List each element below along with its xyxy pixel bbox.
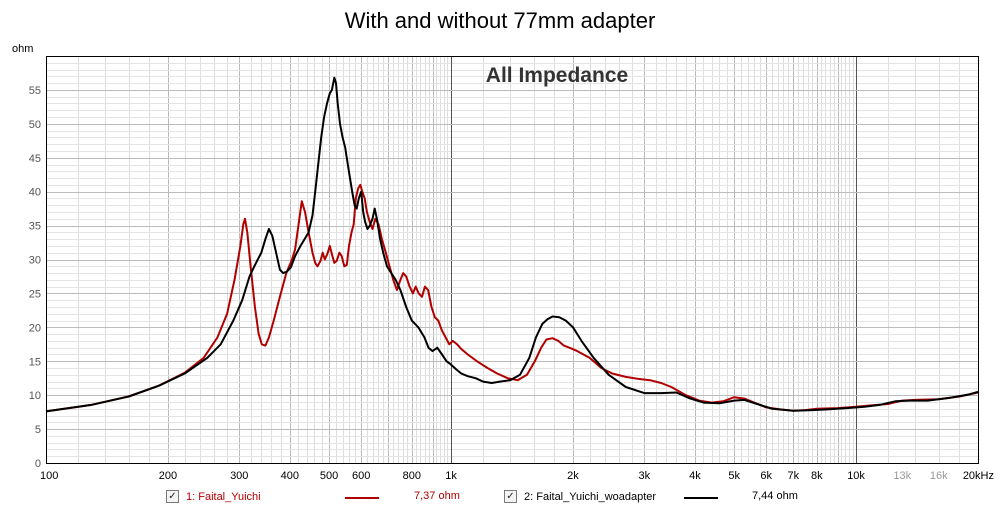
x-tick-label: 20kHz (963, 470, 994, 482)
grid-major (46, 56, 978, 463)
x-tick-label: 300 (230, 470, 248, 482)
grid-minor (46, 56, 978, 463)
y-tick-label: 25 (29, 288, 41, 300)
x-tick-label: 4k (689, 470, 701, 482)
y-tick-label: 35 (29, 221, 41, 233)
x-tick-label: 16k (930, 470, 948, 482)
plot-title: All Impedance (486, 64, 628, 87)
y-tick-label: 15 (29, 356, 41, 368)
series-2-swatch (684, 497, 718, 499)
y-axis-ticks: 0 5 10 15 20 25 30 35 40 45 50 55 (29, 85, 41, 470)
series-1-checkbox[interactable]: ✓ (166, 490, 179, 503)
y-tick-label: 20 (29, 322, 41, 334)
y-tick-label: 40 (29, 187, 41, 199)
y-tick-label: 0 (35, 458, 41, 470)
series-2-value: 7,44 ohm (752, 490, 798, 502)
y-tick-label: 50 (29, 119, 41, 131)
series-1-value: 7,37 ohm (414, 490, 460, 502)
x-tick-label: 6k (760, 470, 772, 482)
series-2-line (45, 76, 979, 413)
x-tick-label: 400 (281, 470, 299, 482)
x-tick-label: 7k (788, 470, 800, 482)
x-axis-ticks: 100 200 300 400 500 600 800 1k 2k 3k 4k 5k 6k 7k 8k 10k… (40, 470, 994, 482)
series-1-line (45, 183, 979, 413)
x-tick-label: 8k (811, 470, 823, 482)
legend-item-series-1[interactable]: ✓ 1: Faital_Yuichi (166, 490, 261, 503)
x-tick-label: 1k (445, 470, 457, 482)
series-1-name: 1: Faital_Yuichi (186, 490, 261, 503)
y-tick-label: 30 (29, 255, 41, 267)
y-tick-label: 10 (29, 390, 41, 402)
x-tick-label: 2k (567, 470, 579, 482)
x-tick-label: 13k (893, 470, 911, 482)
x-tick-label: 3k (638, 470, 650, 482)
x-tick-label: 800 (403, 470, 421, 482)
x-tick-label: 10k (847, 470, 865, 482)
x-tick-label: 5k (728, 470, 740, 482)
x-tick-label: 500 (320, 470, 338, 482)
plot-frame (46, 56, 979, 464)
impedance-chart: All Impedance 0 5 10 15 20 25 30 35 40 45 50 55 100… (29, 56, 994, 482)
series-2-name: 2: Faital_Yuichi_woadapter (524, 490, 657, 503)
y-tick-label: 5 (35, 424, 41, 436)
chart-title: With and without 77mm adapter (344, 8, 656, 33)
x-tick-label: 100 (40, 470, 58, 482)
x-tick-label: 200 (159, 470, 177, 482)
series-1-swatch (345, 497, 379, 499)
x-tick-label: 600 (352, 470, 370, 482)
y-axis-unit-label: ohm (12, 43, 34, 55)
y-tick-label: 45 (29, 153, 41, 165)
series-2-checkbox[interactable]: ✓ (504, 490, 517, 503)
y-tick-label: 55 (29, 85, 41, 97)
series-layer (45, 76, 979, 413)
legend-item-series-2[interactable]: ✓ 2: Faital_Yuichi_woadapter (504, 490, 656, 503)
